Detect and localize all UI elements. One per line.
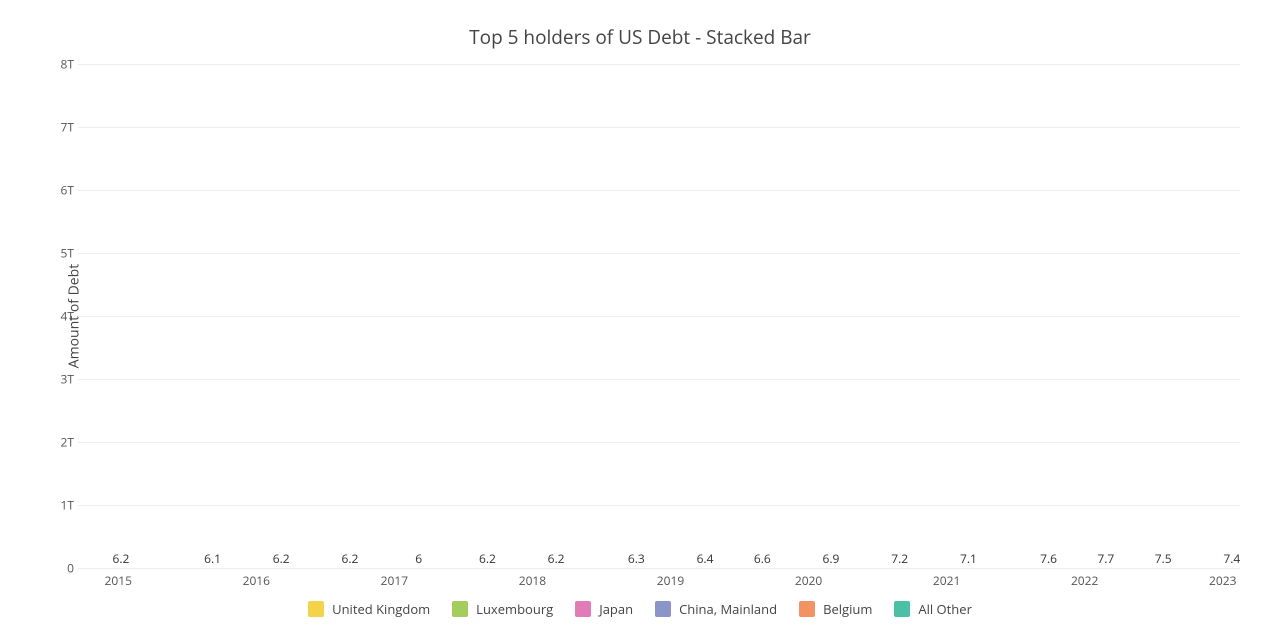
x-tick: 2023 [1209,572,1236,589]
legend-item-belgium[interactable]: Belgium [799,600,872,618]
legend-label: All Other [918,600,972,618]
y-tick: 1T [44,497,74,514]
bar-total-label: 6.2 [479,550,496,567]
bars: 6.2 6.1 6.2 6.2 6 6.2 6.2 6.3 6.4 6.6 6.9 7.2 7.1 7.6… [78,64,1240,568]
legend: United Kingdom Luxembourg Japan China, Main… [30,600,1250,618]
bar-total-label: 6.1 [204,550,221,567]
x-tick: 2020 [795,572,822,589]
bar-total-label: 7.7 [1097,550,1114,567]
y-tick: 7T [44,119,74,136]
y-tick: 6T [44,182,74,199]
bar-total-label: 7.1 [960,550,977,567]
x-axis: 2015 2016 2017 2018 2019 2020 2021 2022 2023 [78,568,1240,596]
legend-label: Belgium [823,600,872,618]
legend-label: China, Mainland [679,600,777,618]
bar-total-label: 6 [415,550,422,567]
chart-title: Top 5 holders of US Debt - Stacked Bar [30,24,1250,50]
legend-swatch [799,601,815,617]
y-tick: 4T [44,308,74,325]
legend-swatch [308,601,324,617]
legend-label: Luxembourg [476,600,553,618]
bar-total-label: 6.2 [342,550,359,567]
x-tick: 2017 [381,572,408,589]
legend-swatch [452,601,468,617]
y-tick: 5T [44,245,74,262]
legend-item-all_other[interactable]: All Other [894,600,972,618]
bar-total-label: 7.5 [1155,550,1172,567]
bar-total-label: 7.6 [1040,550,1057,567]
bar-total-label: 6.9 [823,550,840,567]
legend-label: Japan [599,600,633,618]
bar-total-label: 6.3 [628,550,645,567]
x-tick: 2022 [1071,572,1098,589]
y-tick: 0 [44,560,74,577]
y-tick: 3T [44,371,74,388]
x-tick: 2018 [519,572,546,589]
bar-total-label: 6.4 [697,550,714,567]
bar-total-label: 6.2 [548,550,565,567]
legend-swatch [575,601,591,617]
bar-total-label: 6.6 [754,550,771,567]
bar-total-label: 7.4 [1223,550,1240,567]
plot-area: 01T2T3T4T5T6T7T8T6.26.16.26.266.26.26.36… [78,64,1240,568]
legend-item-china[interactable]: China, Mainland [655,600,777,618]
legend-item-uk[interactable]: United Kingdom [308,600,430,618]
chart-container: Top 5 holders of US Debt - Stacked Bar A… [0,0,1280,641]
y-tick: 8T [44,56,74,73]
x-tick: 2021 [933,572,960,589]
x-tick: 2016 [243,572,270,589]
x-tick: 2019 [657,572,684,589]
plot-frame: Amount of Debt 01T2T3T4T5T6T7T8T6.26.16.… [78,64,1240,568]
legend-item-luxembourg[interactable]: Luxembourg [452,600,553,618]
legend-label: United Kingdom [332,600,430,618]
y-tick: 2T [44,434,74,451]
bar-total-label: 6.2 [273,550,290,567]
legend-swatch [894,601,910,617]
legend-item-japan[interactable]: Japan [575,600,633,618]
bar-total-label: 7.2 [891,550,908,567]
legend-swatch [655,601,671,617]
x-tick: 2015 [105,572,132,589]
bar-total-label: 6.2 [112,550,129,567]
